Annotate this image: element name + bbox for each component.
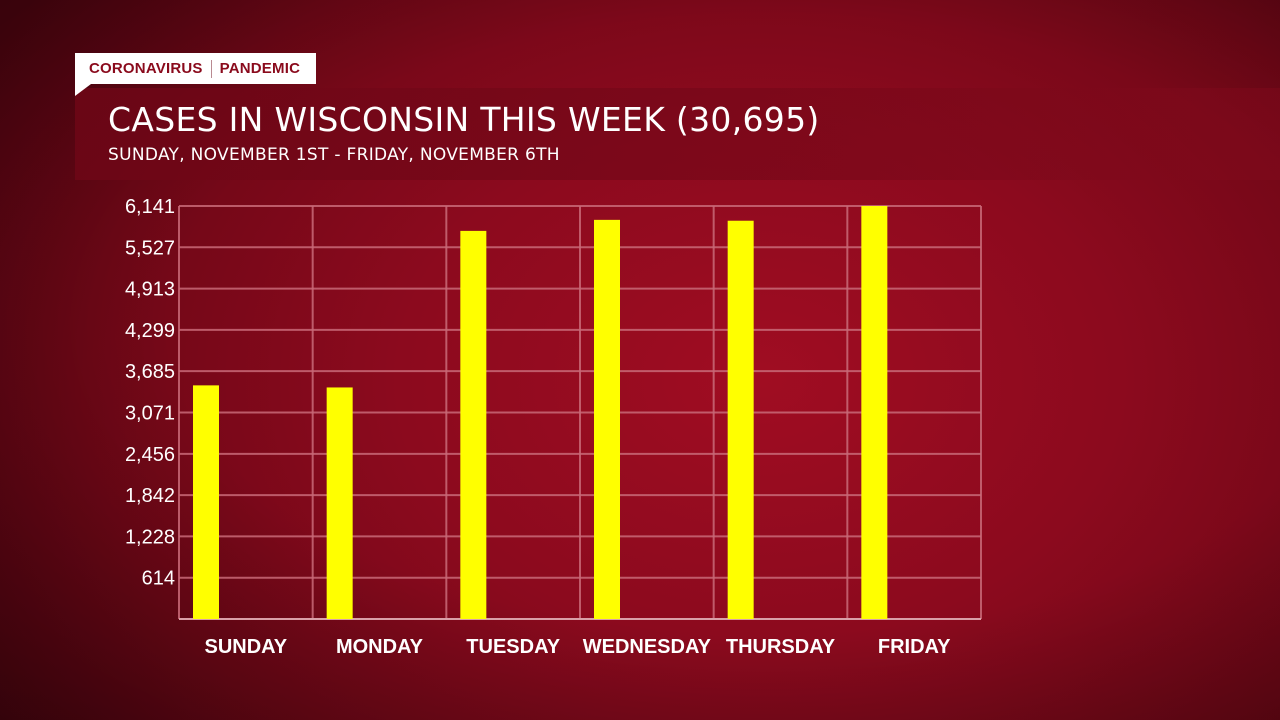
x-tick-label: FRIDAY (878, 636, 951, 658)
y-tick-label: 4,299 (125, 320, 175, 342)
y-tick-label: 6,141 (125, 196, 175, 218)
y-tick-label: 1,842 (125, 485, 175, 507)
tag-divider (210, 59, 212, 78)
header-band (75, 88, 1280, 180)
x-tick-label: TUESDAY (466, 636, 560, 658)
tag-primary: CORONAVIRUS (89, 60, 203, 77)
bar-sunday (193, 385, 219, 619)
y-tick-label: 3,071 (125, 402, 175, 424)
bar-wednesday (594, 219, 620, 619)
x-tick-label: MONDAY (336, 636, 424, 658)
bar-friday (861, 206, 888, 619)
bar-monday (326, 387, 353, 619)
tag-secondary: PANDEMIC (219, 60, 301, 77)
bar-tuesday (460, 230, 487, 619)
y-tick-label: 614 (142, 568, 175, 590)
y-tick-label: 5,527 (125, 237, 175, 259)
bar-thursday (727, 220, 754, 619)
tag-pointer (75, 84, 91, 96)
x-tick-label: THURSDAY (726, 636, 836, 658)
y-tick-label: 4,913 (125, 279, 175, 301)
x-tick-label: WEDNESDAY (583, 636, 712, 658)
y-tick-label: 1,228 (125, 526, 175, 548)
y-tick-label: 3,685 (125, 361, 175, 383)
chart-title: CASES IN WISCONSIN THIS WEEK (30,695) (108, 100, 820, 139)
category-tag: CORONAVIRUS PANDEMIC (75, 53, 317, 84)
x-tick-label: SUNDAY (205, 636, 288, 658)
y-tick-label: 2,456 (125, 444, 175, 466)
chart-subtitle: SUNDAY, NOVEMBER 1ST - FRIDAY, NOVEMBER … (108, 145, 560, 165)
